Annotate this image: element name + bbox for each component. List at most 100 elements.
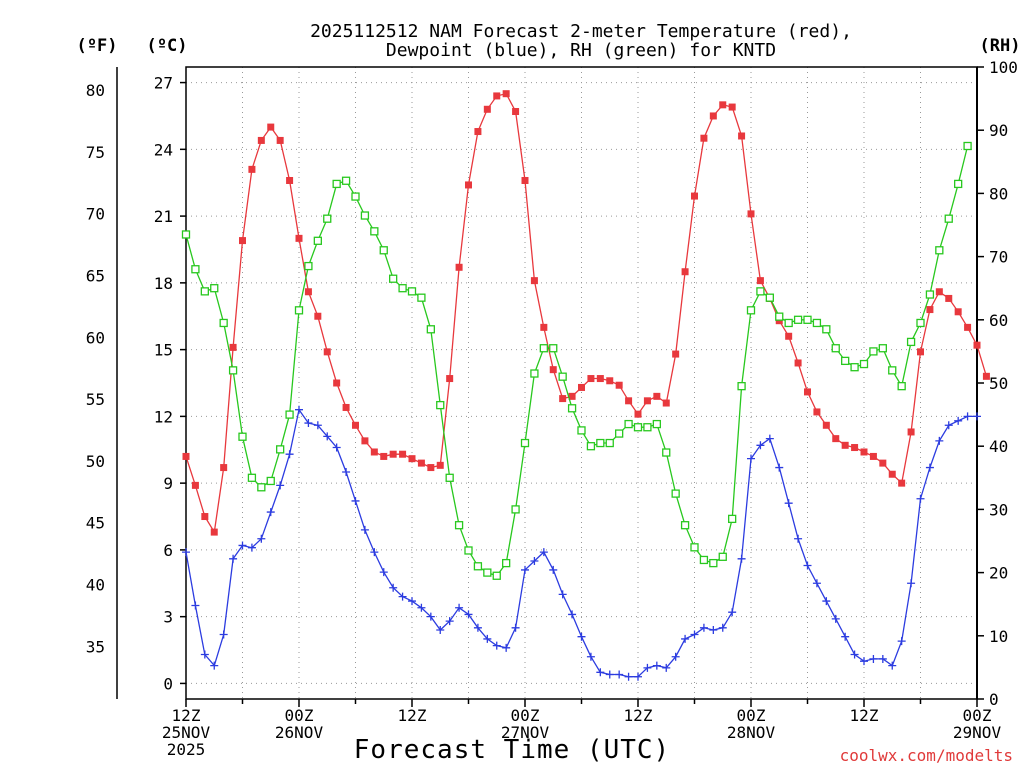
dewpoint-point bbox=[360, 525, 369, 534]
rh-point bbox=[332, 179, 341, 189]
rh-unit-label: (RH) bbox=[980, 36, 1021, 56]
dewpoint-point bbox=[860, 657, 868, 666]
rh-point bbox=[897, 382, 906, 391]
dewpoint-point bbox=[332, 443, 341, 452]
dewpoint-point bbox=[812, 579, 821, 588]
rh-point bbox=[210, 284, 219, 293]
temperature-point bbox=[182, 452, 190, 460]
temperature-point bbox=[785, 332, 793, 340]
rh-point bbox=[389, 274, 398, 283]
rh-point bbox=[473, 562, 483, 571]
temperature-point bbox=[879, 459, 887, 467]
temperature-point bbox=[945, 294, 953, 302]
x-tick-label: 26NOV bbox=[275, 723, 324, 742]
dewpoint-point bbox=[577, 632, 586, 641]
dewpoint-point bbox=[313, 421, 322, 430]
rh-point bbox=[699, 555, 709, 565]
temperature-point bbox=[973, 341, 981, 349]
dewpoint-point bbox=[671, 652, 680, 661]
dewpoint-point bbox=[747, 454, 755, 463]
temperature-point bbox=[342, 403, 350, 411]
rh-point bbox=[464, 546, 473, 555]
axes-labels: 0 3 6 9 12 15 18 21 24 27 35 40 45 50 55 60 65 70 75 80 0 10 2… bbox=[86, 58, 1018, 759]
series-rh bbox=[181, 141, 972, 580]
grid bbox=[185, 67, 978, 699]
temperature-point bbox=[681, 268, 689, 276]
dewpoint-point bbox=[539, 548, 548, 557]
rh-tick-label: 20 bbox=[989, 564, 1008, 583]
temperature-point bbox=[813, 408, 821, 416]
dewpoint-point bbox=[916, 494, 925, 503]
fahrenheit-tick-label: 40 bbox=[86, 576, 105, 595]
rh-point bbox=[671, 489, 680, 498]
temperature-point bbox=[804, 388, 811, 396]
rh-point bbox=[944, 214, 953, 223]
dewpoint-point bbox=[954, 416, 963, 425]
temperature-point bbox=[851, 444, 859, 452]
dewpoint-point bbox=[521, 565, 529, 574]
dewpoint-point bbox=[850, 650, 859, 659]
temperature-point bbox=[917, 348, 924, 356]
dewpoint-point bbox=[436, 626, 445, 635]
rh-point bbox=[680, 521, 690, 530]
temperature-point bbox=[446, 375, 454, 383]
dewpoint-point bbox=[888, 661, 897, 670]
temperature-point bbox=[898, 479, 906, 487]
rh-tick-label: 10 bbox=[989, 627, 1008, 646]
x-tick-label: 12Z bbox=[172, 706, 201, 725]
chart-title-line2: Dewpoint (blue), RH (green) for KNTD bbox=[386, 40, 776, 61]
dewpoint-point bbox=[737, 554, 746, 563]
dewpoint-point bbox=[389, 583, 398, 592]
dewpoint-point bbox=[266, 508, 275, 517]
rh-point bbox=[831, 344, 840, 353]
fahrenheit-tick-label: 50 bbox=[86, 452, 105, 471]
dewpoint-point bbox=[304, 419, 313, 428]
dewpoint-point bbox=[342, 468, 351, 477]
temperature-point bbox=[822, 421, 830, 429]
dewpoint-point bbox=[634, 672, 642, 681]
dewpoint-point bbox=[878, 654, 887, 663]
temperature-point bbox=[596, 375, 604, 383]
dewpoint-point bbox=[681, 634, 690, 643]
rh-point bbox=[841, 356, 850, 366]
rh-point bbox=[520, 438, 530, 448]
temperature-point bbox=[380, 452, 388, 460]
rh-point bbox=[709, 558, 718, 568]
rh-point bbox=[454, 521, 464, 530]
fahrenheit-tick-label: 75 bbox=[86, 143, 105, 162]
rh-point bbox=[577, 426, 586, 435]
dewpoint-point bbox=[568, 610, 577, 619]
temperature-point bbox=[530, 277, 538, 285]
rh-point bbox=[869, 347, 878, 356]
dewpoint-point bbox=[756, 441, 765, 450]
rh-line bbox=[185, 145, 969, 577]
rh-point bbox=[586, 442, 596, 451]
temperature-point bbox=[964, 323, 972, 331]
fahrenheit-tick-label: 80 bbox=[86, 81, 105, 100]
temperature-point bbox=[672, 350, 680, 358]
rh-point bbox=[436, 400, 445, 410]
fahrenheit-unit-label: (ºF) bbox=[77, 36, 118, 56]
rh-point bbox=[756, 287, 765, 296]
rh-point bbox=[822, 325, 831, 334]
rh-tick-label: 100 bbox=[989, 58, 1018, 77]
temperature-point bbox=[709, 112, 717, 120]
rh-point bbox=[483, 568, 492, 577]
temperature-point bbox=[606, 377, 614, 385]
temperature-line bbox=[185, 92, 988, 534]
temperature-point bbox=[408, 455, 416, 463]
temperature-point bbox=[455, 263, 463, 271]
temperature-point bbox=[540, 323, 548, 331]
rh-tick-label: 30 bbox=[989, 500, 1008, 519]
temperature-point bbox=[191, 481, 199, 489]
rh-point bbox=[558, 372, 567, 381]
temperature-point bbox=[512, 108, 520, 116]
dewpoint-point bbox=[323, 432, 332, 441]
rh-point bbox=[925, 290, 935, 299]
temperature-point bbox=[295, 234, 303, 242]
temperature-point bbox=[719, 101, 727, 109]
fahrenheit-tick-label: 45 bbox=[86, 514, 105, 533]
dewpoint-point bbox=[351, 496, 360, 505]
rh-point bbox=[718, 552, 727, 561]
celsius-unit-label: (ºC) bbox=[147, 36, 188, 56]
